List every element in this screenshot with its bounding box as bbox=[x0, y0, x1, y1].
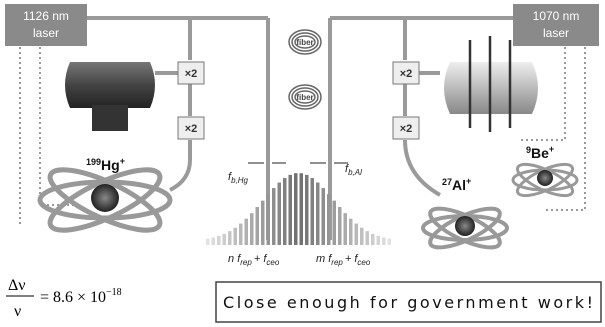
plus: + bbox=[254, 253, 261, 265]
comb-tooth bbox=[245, 219, 249, 245]
comb-tooth bbox=[338, 207, 342, 245]
doubler-label: ×2 bbox=[400, 123, 413, 135]
comb-mode: n frep+ fceo bbox=[228, 253, 280, 267]
eq-denominator: ν bbox=[14, 303, 21, 320]
doubler-label: ×2 bbox=[185, 68, 198, 80]
index: n bbox=[228, 253, 234, 265]
comb-tooth bbox=[349, 219, 353, 245]
be-nucleus bbox=[537, 170, 553, 186]
comb-tooth bbox=[300, 173, 304, 245]
laser-label: laser bbox=[543, 26, 569, 40]
comb-tooth bbox=[355, 224, 359, 245]
comb-tooth bbox=[239, 224, 243, 245]
laser-label: laser bbox=[33, 26, 59, 40]
comb-tooth bbox=[212, 237, 216, 245]
comb-tooth bbox=[283, 178, 287, 245]
beat-note: fb,Al bbox=[345, 163, 362, 177]
fiber-label: fiber bbox=[296, 93, 313, 102]
comb-tooth bbox=[377, 236, 381, 245]
beam-right bbox=[330, 18, 515, 240]
eq-rhs: = 8.6 × 10−18 bbox=[40, 287, 122, 306]
comb-tooth bbox=[322, 188, 326, 245]
fiber-label: fiber bbox=[296, 38, 313, 47]
comb-tooth bbox=[316, 183, 320, 245]
doubler-label: ×2 bbox=[400, 68, 413, 80]
comb-tooth bbox=[234, 228, 238, 245]
index: m bbox=[316, 253, 325, 265]
beat-note: fb,Hg bbox=[228, 171, 249, 185]
comb-tooth bbox=[206, 239, 210, 245]
symbol: Al bbox=[452, 177, 466, 193]
comb-tooth bbox=[267, 194, 271, 245]
comb-tooth bbox=[333, 201, 337, 245]
eq-numerator: Δν bbox=[8, 277, 26, 294]
comb-tooth bbox=[278, 183, 282, 245]
comb-tooth bbox=[289, 175, 293, 245]
ion-label: 9Be+ bbox=[526, 144, 554, 161]
charge: + bbox=[120, 156, 125, 166]
laser-wavelength: 1126 nm bbox=[23, 9, 69, 23]
comb-tooth bbox=[371, 234, 375, 245]
comb-tooth bbox=[261, 201, 265, 245]
comb-tooth bbox=[360, 228, 364, 245]
sub: ceo bbox=[357, 258, 370, 267]
sub: rep bbox=[331, 258, 343, 267]
comb-tooth bbox=[228, 231, 232, 245]
hg-trap-base bbox=[92, 105, 128, 131]
hg-trap bbox=[65, 62, 155, 108]
sub: rep bbox=[240, 258, 252, 267]
symbol: Be bbox=[531, 145, 549, 161]
mass: 199 bbox=[86, 157, 101, 167]
figure: 1126 nm laser 1070 nm laser ×2 ×2 ×2 ×2 … bbox=[0, 0, 605, 327]
exponent: −18 bbox=[106, 287, 122, 298]
caption: Close enough for government work! bbox=[223, 293, 593, 312]
comb-tooth bbox=[256, 207, 260, 245]
hg-nucleus bbox=[91, 184, 119, 212]
comb-tooth bbox=[344, 213, 348, 245]
charge: + bbox=[466, 176, 471, 186]
symbol: Hg bbox=[101, 157, 120, 173]
subscript: b,Hg bbox=[231, 176, 248, 185]
comb-tooth bbox=[388, 239, 392, 245]
rhs: = 8.6 × 10 bbox=[40, 289, 106, 306]
comb-tooth bbox=[272, 188, 276, 245]
subscript: b,Al bbox=[348, 168, 362, 177]
comb-tooth bbox=[223, 234, 227, 245]
plus: + bbox=[345, 253, 352, 265]
comb-tooth bbox=[366, 231, 370, 245]
ion-label: 199Hg+ bbox=[86, 156, 125, 173]
comb-mode: m frep+ fceo bbox=[316, 253, 371, 267]
comb-tooth bbox=[217, 236, 221, 245]
comb-tooth bbox=[305, 175, 309, 245]
doubler-label: ×2 bbox=[185, 123, 198, 135]
al-nucleus bbox=[455, 216, 475, 236]
laser-wavelength: 1070 nm bbox=[533, 9, 580, 23]
comb-tooth bbox=[382, 237, 386, 245]
ion-label: 27Al+ bbox=[442, 176, 471, 193]
comb-tooth bbox=[311, 178, 315, 245]
mass: 27 bbox=[442, 177, 452, 187]
comb-tooth bbox=[294, 173, 298, 245]
charge: + bbox=[549, 144, 554, 154]
comb-tooth bbox=[327, 194, 331, 245]
comb-tooth bbox=[250, 213, 254, 245]
sub: ceo bbox=[266, 258, 279, 267]
